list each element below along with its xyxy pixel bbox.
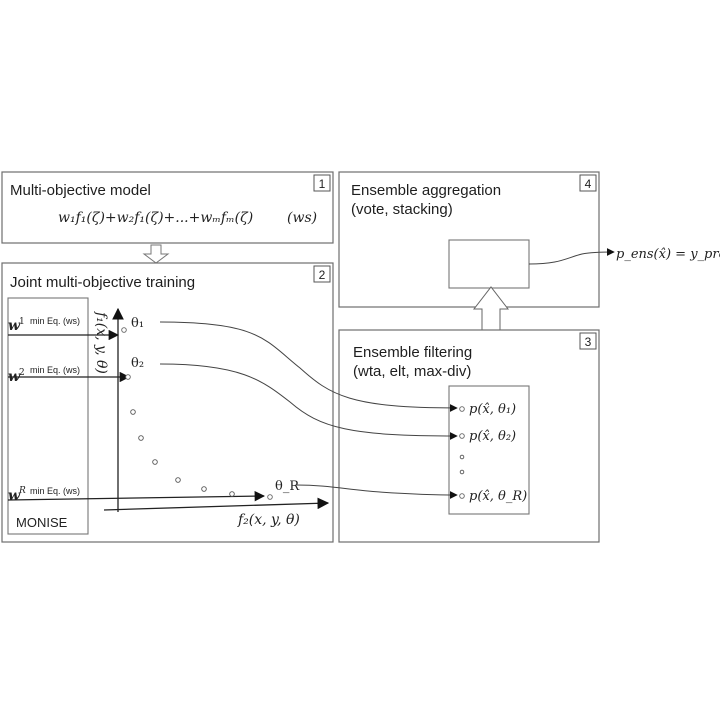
theta-2-connector <box>159 363 458 440</box>
monise-panel <box>7 297 89 535</box>
x-axis-label: f₂(x, y, θ) <box>237 512 300 528</box>
y-axis-label: f₁(x, y, θ) <box>93 311 109 374</box>
weight-1-symbol: w <box>8 318 21 334</box>
pareto-point <box>201 486 207 492</box>
weight-1-caption: min Eq. (ws) <box>30 316 80 326</box>
multi-objective-model-box: 1 Multi-objective model w₁f₁(ζ)+w₂f₁(ζ)+… <box>1 171 334 244</box>
pareto-point <box>130 409 136 415</box>
pareto-point <box>175 477 181 483</box>
box1-title: Multi-objective model <box>10 182 151 199</box>
pareto-point <box>267 494 273 500</box>
aggregator-block <box>448 239 530 289</box>
model-1-point <box>459 406 465 412</box>
box3-title-line2: (wta, elt, max-div) <box>353 363 471 380</box>
pareto-point <box>229 491 235 497</box>
weight-1-superscript: 1 <box>19 317 25 327</box>
box3-number: 3 <box>585 335 592 349</box>
weight-r-superscript: R <box>18 486 26 496</box>
box3-title-line1: Ensemble filtering <box>353 344 472 361</box>
ensemble-filtering-box: 3 Ensemble filtering (wta, elt, max-div)… <box>338 329 600 543</box>
model-r-point <box>459 493 465 499</box>
model-2-point <box>459 433 465 439</box>
pareto-point <box>121 327 127 333</box>
ws-tag: (ws) <box>287 210 317 226</box>
box4-title-line2: (vote, stacking) <box>351 201 453 218</box>
model-2-label: p(x̂, θ₂) <box>469 429 516 444</box>
box4-title-line1: Ensemble aggregation <box>351 182 501 199</box>
weight-2-superscript: 2 <box>19 368 25 378</box>
hollow-down-arrow <box>142 244 170 264</box>
theta-2-label: θ₂ <box>131 356 144 371</box>
pareto-point <box>125 374 131 380</box>
theta-r-label: θ_R <box>275 479 300 494</box>
model-r-label: p(x̂, θ_R) <box>469 489 527 504</box>
joint-training-box: 2 Joint multi-objective training MONISE … <box>1 262 334 543</box>
x-axis <box>103 497 330 511</box>
weight-2-caption: min Eq. (ws) <box>30 365 80 375</box>
ensemble-aggregation-box: 4 Ensemble aggregation (vote, stacking) <box>338 171 600 308</box>
ellipsis-dot <box>459 454 465 460</box>
pareto-point <box>138 435 144 441</box>
theta-1-connector <box>159 321 458 412</box>
weight-1: w 1 min Eq. (ws) <box>8 316 80 334</box>
weight-r-caption: min Eq. (ws) <box>30 486 80 496</box>
box1-number: 1 <box>319 177 326 191</box>
ellipsis-dot <box>459 469 465 475</box>
theta-1-label: θ₁ <box>131 316 144 331</box>
output-arrow <box>528 248 615 265</box>
theta-r-connector <box>295 484 458 499</box>
output-label: p_ens(x̂) = y_pred <box>616 247 720 262</box>
model-1-label: p(x̂, θ₁) <box>469 402 516 417</box>
weighted-sum-formula: w₁f₁(ζ)+w₂f₁(ζ)+...+wₘfₘ(ζ) <box>58 210 253 226</box>
pareto-point <box>152 459 158 465</box>
box2-title: Joint multi-objective training <box>10 274 195 291</box>
weight-r-arrow <box>7 490 266 502</box>
monise-label: MONISE <box>16 515 68 530</box>
box4-number: 4 <box>585 177 592 191</box>
box2-number: 2 <box>319 268 326 282</box>
